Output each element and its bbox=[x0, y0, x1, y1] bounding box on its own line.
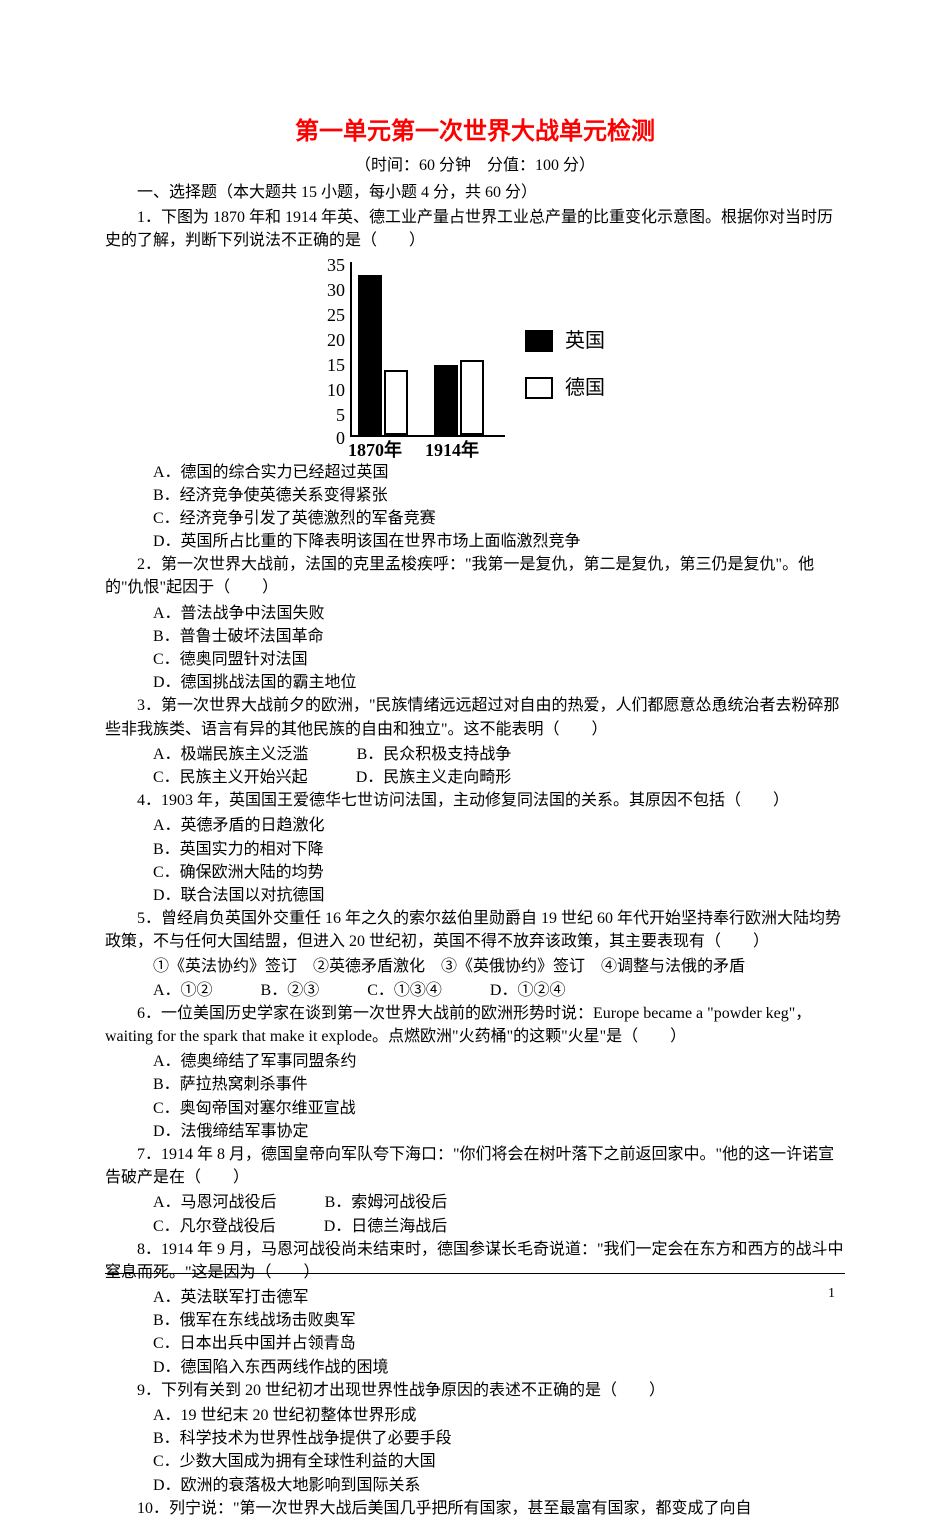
q4-text: 4．1903 年，英国国王爱德华七世访问法国，主动修复同法国的关系。其原因不包括… bbox=[105, 789, 845, 812]
q8-text: 8．1914 年 9 月，马恩河战役尚未结束时，德国参谋长毛奇说道："我们一定会… bbox=[105, 1238, 845, 1284]
q6-opt-b: B．萨拉热窝刺杀事件 bbox=[105, 1073, 845, 1096]
q2-text: 2．第一次世界大战前，法国的克里孟梭疾呼："我第一是复仇，第二是复仇，第三仍是复… bbox=[105, 553, 845, 599]
chart-legend: 英国 德国 bbox=[525, 327, 605, 421]
legend-item-uk: 英国 bbox=[525, 327, 605, 356]
q7-opts-cd: C．凡尔登战役后 D．日德兰海战后 bbox=[105, 1215, 845, 1238]
legend-swatch-uk bbox=[525, 330, 553, 352]
q1-opt-a: A．德国的综合实力已经超过英国 bbox=[105, 461, 845, 484]
legend-label-uk: 英国 bbox=[565, 327, 605, 356]
q9-text: 9．下列有关到 20 世纪初才出现世界性战争原因的表述不正确的是（ ） bbox=[105, 1379, 845, 1402]
y-tick-30: 30 bbox=[315, 277, 345, 303]
section-1-heading: 一、选择题（本大题共 15 小题，每小题 4 分，共 60 分） bbox=[105, 181, 845, 204]
exam-meta: （时间：60 分钟 分值：100 分） bbox=[105, 154, 845, 177]
q5-opts: A．①② B．②③ C．①③④ D．①②④ bbox=[105, 979, 845, 1002]
q2-opt-b: B．普鲁士破坏法国革命 bbox=[105, 625, 845, 648]
x-label-1914: 1914年 bbox=[425, 437, 479, 463]
q3-opt-b: B．民众积极支持战争 bbox=[357, 746, 512, 763]
q1-opt-c: C．经济竞争引发了英德激烈的军备竞赛 bbox=[105, 507, 845, 530]
legend-item-de: 德国 bbox=[525, 374, 605, 403]
q2-opt-a: A．普法战争中法国失败 bbox=[105, 602, 845, 625]
q2-opt-c: C．德奥同盟针对法国 bbox=[105, 648, 845, 671]
q6-opt-c: C．奥匈帝国对塞尔维亚宣战 bbox=[105, 1097, 845, 1120]
bar-chart: 35 30 25 20 15 10 5 0 1870年 1914年 英国 德国 bbox=[295, 257, 655, 457]
y-tick-20: 20 bbox=[315, 327, 345, 353]
q3-text: 3．第一次世界大战前夕的欧洲，"民族情绪远远超过对自由的热爱，人们都愿意怂恿统治… bbox=[105, 694, 845, 740]
q1-text: 1．下图为 1870 年和 1914 年英、德工业产量占世界工业总产量的比重变化… bbox=[105, 206, 845, 252]
q9-opt-c: C．少数大国成为拥有全球性利益的大国 bbox=[105, 1450, 845, 1473]
q3-opt-d: D．民族主义走向畸形 bbox=[356, 769, 512, 786]
legend-swatch-de bbox=[525, 377, 553, 399]
y-tick-0: 0 bbox=[315, 425, 345, 451]
y-tick-25: 25 bbox=[315, 302, 345, 328]
chart-container: 35 30 25 20 15 10 5 0 1870年 1914年 英国 德国 bbox=[105, 257, 845, 457]
q9-opt-d: D．欧洲的衰落极大地影响到国际关系 bbox=[105, 1474, 845, 1497]
q10-text: 10．列宁说："第一次世界大战后美国几乎把所有国家，甚至最富有国家，都变成了向自 bbox=[105, 1497, 845, 1520]
page-number: 1 bbox=[828, 1284, 835, 1304]
bar-de-1914 bbox=[460, 360, 484, 435]
q7-text: 7．1914 年 8 月，德国皇帝向军队夸下海口："你们将会在树叶落下之前返回家… bbox=[105, 1143, 845, 1189]
q9-opt-b: B．科学技术为世界性战争提供了必要手段 bbox=[105, 1427, 845, 1450]
bar-uk-1914 bbox=[434, 365, 458, 435]
q5-sub: ①《英法协约》签订 ②英德矛盾激化 ③《英俄协约》签订 ④调整与法俄的矛盾 bbox=[105, 955, 845, 978]
q6-opt-a: A．德奥缔结了军事同盟条约 bbox=[105, 1050, 845, 1073]
q7-opt-d: D．日德兰海战后 bbox=[324, 1218, 448, 1235]
q8-opt-c: C．日本出兵中国并占领青岛 bbox=[105, 1332, 845, 1355]
q3-opt-a: A．极端民族主义泛滥 bbox=[153, 746, 309, 763]
q7-opt-c: C．凡尔登战役后 bbox=[153, 1218, 276, 1235]
q1-opt-d: D．英国所占比重的下降表明该国在世界市场上面临激烈竞争 bbox=[105, 530, 845, 553]
bar-uk-1870 bbox=[358, 275, 382, 435]
q3-opts-cd: C．民族主义开始兴起 D．民族主义走向畸形 bbox=[105, 766, 845, 789]
page-title: 第一单元第一次世界大战单元检测 bbox=[105, 115, 845, 150]
q7-opt-a: A．马恩河战役后 bbox=[153, 1194, 277, 1211]
q4-opt-b: B．英国实力的相对下降 bbox=[105, 838, 845, 861]
y-axis: 35 30 25 20 15 10 5 0 bbox=[315, 257, 345, 432]
x-label-1870: 1870年 bbox=[348, 437, 402, 463]
q8-opt-a: A．英法联军打击德军 bbox=[105, 1286, 845, 1309]
q9-opt-a: A．19 世纪末 20 世纪初整体世界形成 bbox=[105, 1404, 845, 1427]
q8-opt-d: D．德国陷入东西两线作战的困境 bbox=[105, 1356, 845, 1379]
y-tick-10: 10 bbox=[315, 377, 345, 403]
bar-de-1870 bbox=[384, 370, 408, 435]
q4-opt-a: A．英德矛盾的日趋激化 bbox=[105, 814, 845, 837]
y-tick-35: 35 bbox=[315, 252, 345, 278]
q5-text: 5．曾经肩负英国外交重任 16 年之久的索尔兹伯里勋爵自 19 世纪 60 年代… bbox=[105, 907, 845, 953]
q3-opts-ab: A．极端民族主义泛滥 B．民众积极支持战争 bbox=[105, 743, 845, 766]
q1-opt-b: B．经济竞争使英德关系变得紧张 bbox=[105, 484, 845, 507]
q2-opt-d: D．德国挑战法国的霸主地位 bbox=[105, 671, 845, 694]
q8-opt-b: B．俄军在东线战场击败奥军 bbox=[105, 1309, 845, 1332]
footer-divider bbox=[105, 1273, 845, 1274]
plot-area bbox=[350, 262, 505, 437]
q7-opts-ab: A．马恩河战役后 B．索姆河战役后 bbox=[105, 1191, 845, 1214]
q6-text: 6．一位美国历史学家在谈到第一次世界大战前的欧洲形势时说：Europe beca… bbox=[105, 1002, 845, 1048]
q4-opt-c: C．确保欧洲大陆的均势 bbox=[105, 861, 845, 884]
q4-opt-d: D．联合法国以对抗德国 bbox=[105, 884, 845, 907]
q6-opt-d: D．法俄缔结军事协定 bbox=[105, 1120, 845, 1143]
y-tick-15: 15 bbox=[315, 352, 345, 378]
legend-label-de: 德国 bbox=[565, 374, 605, 403]
q7-opt-b: B．索姆河战役后 bbox=[325, 1194, 448, 1211]
q3-opt-c: C．民族主义开始兴起 bbox=[153, 769, 308, 786]
